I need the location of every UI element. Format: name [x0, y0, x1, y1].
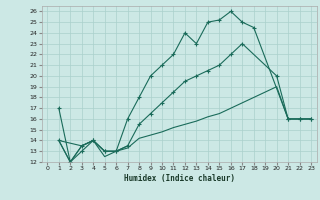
X-axis label: Humidex (Indice chaleur): Humidex (Indice chaleur)	[124, 174, 235, 183]
